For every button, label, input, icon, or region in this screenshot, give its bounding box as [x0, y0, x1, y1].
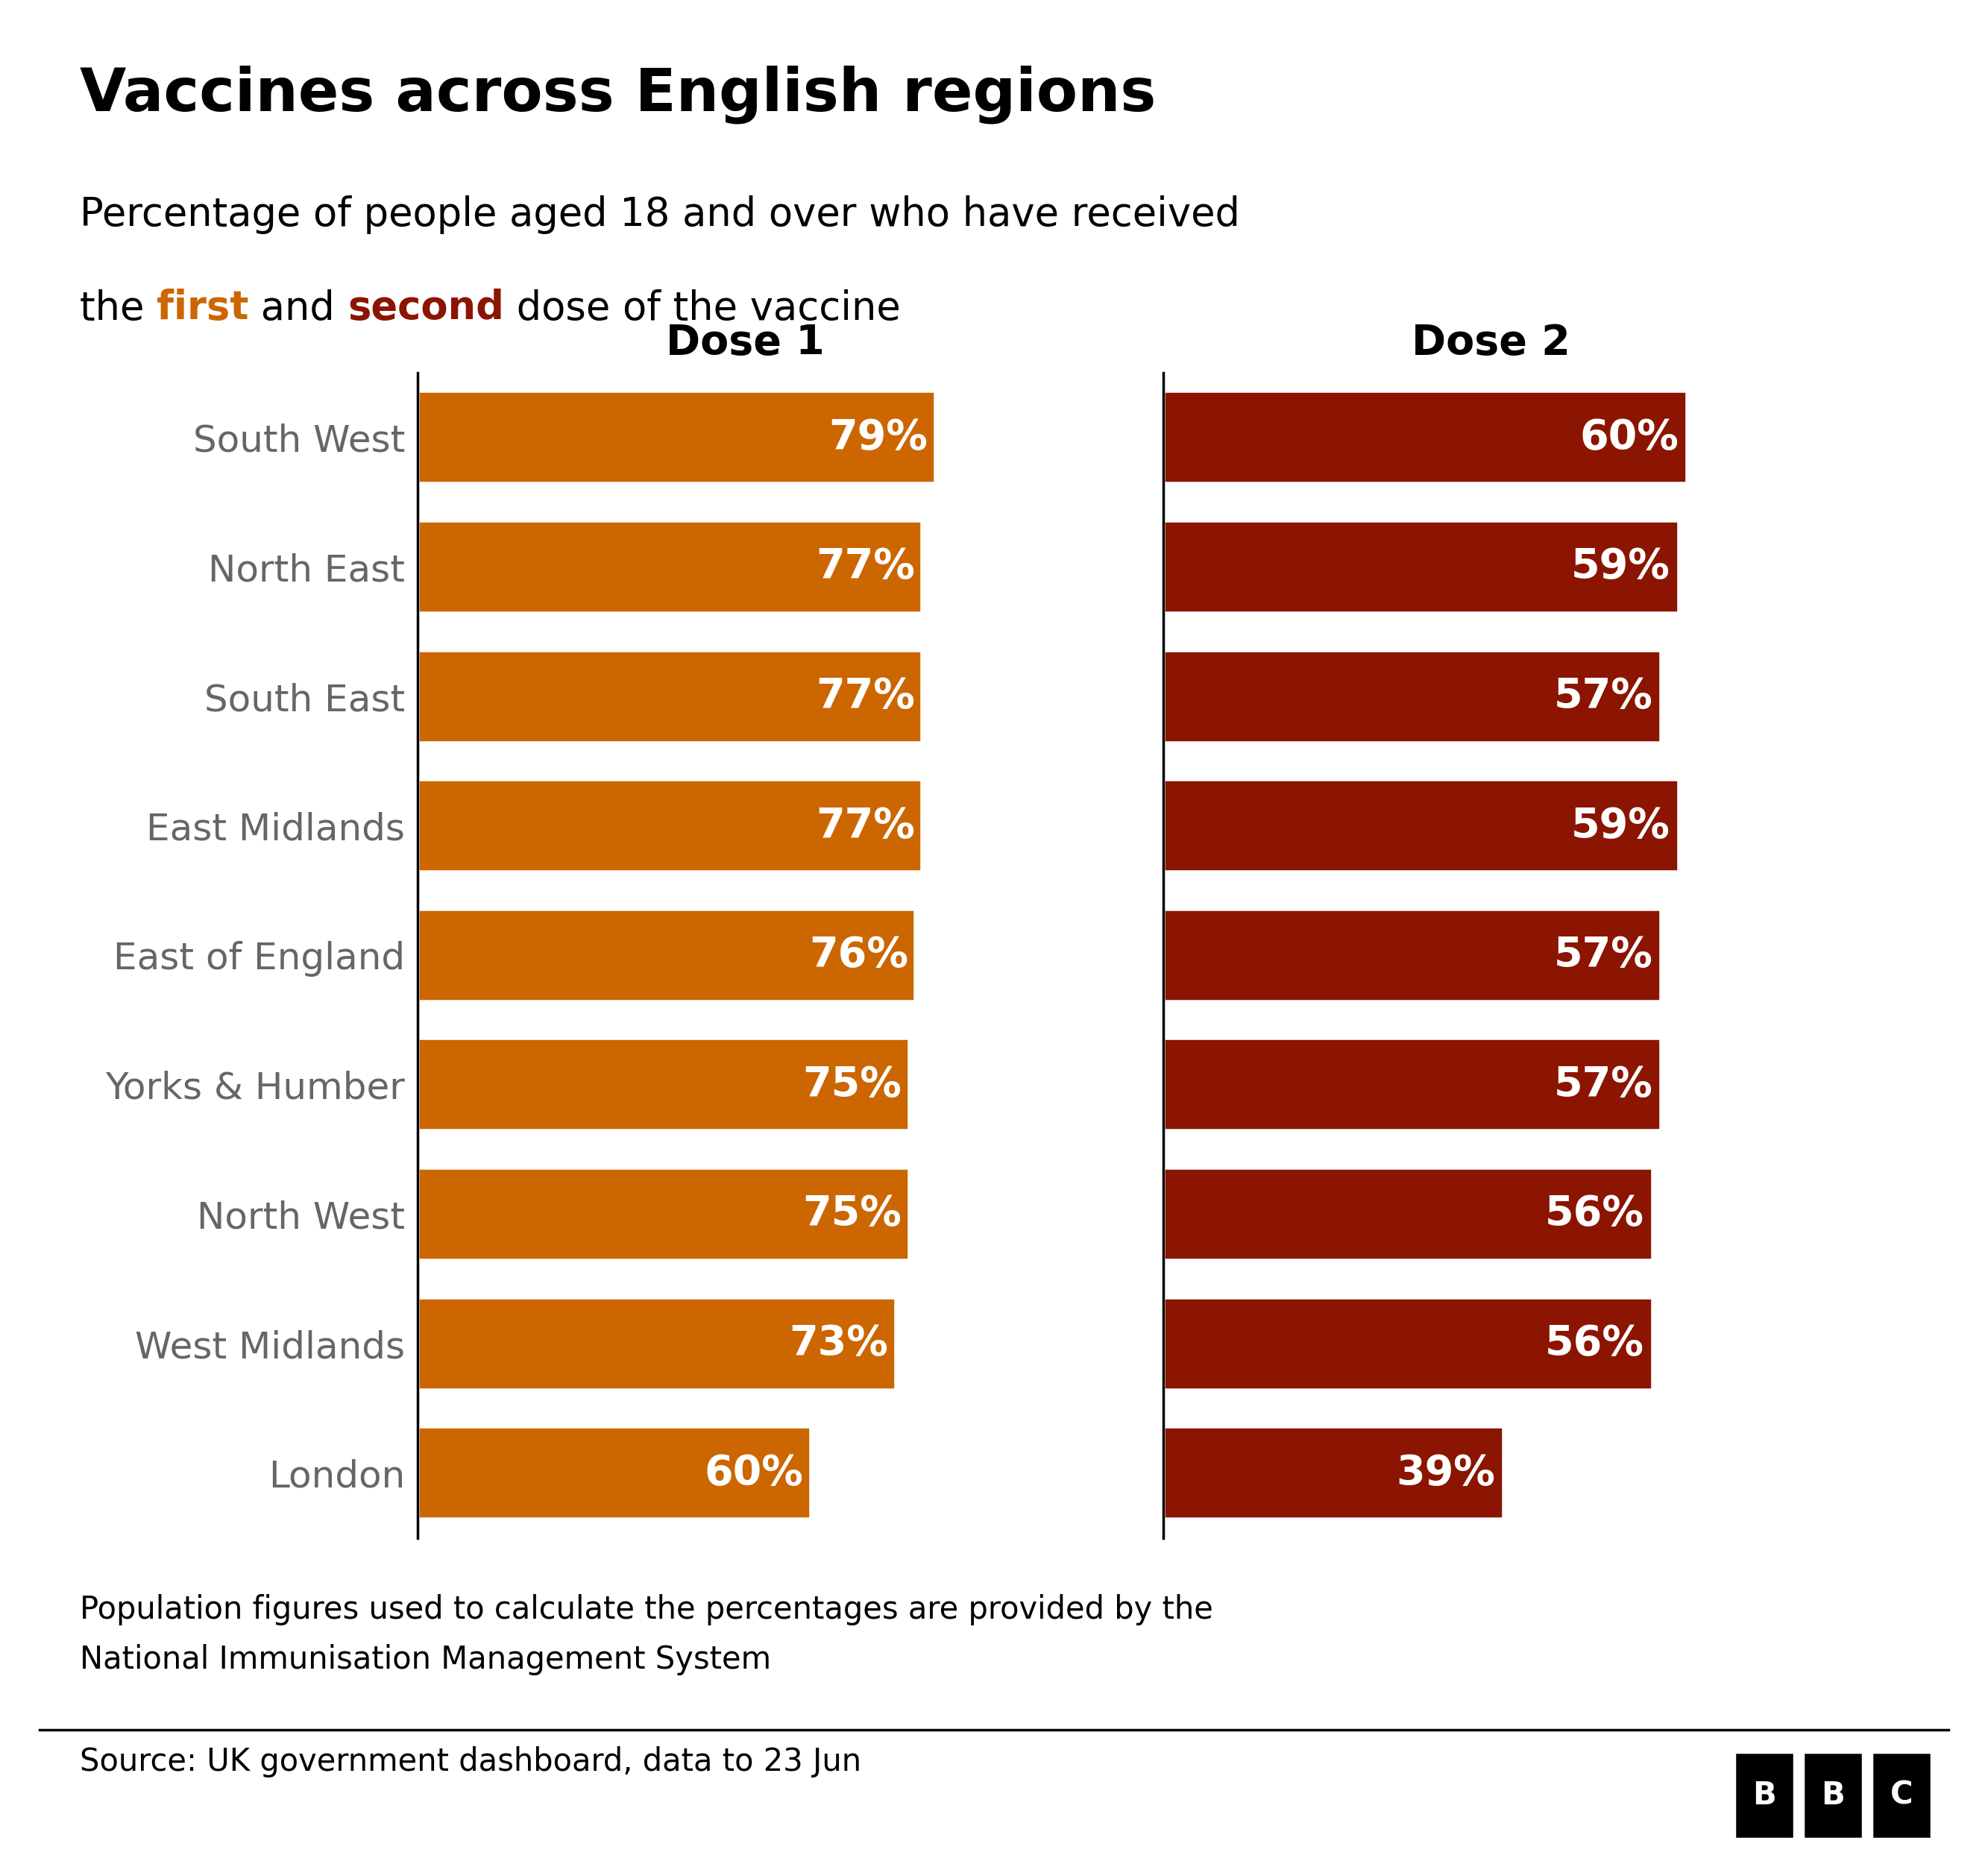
- Bar: [1163, 1426, 1505, 1519]
- Bar: [1163, 391, 1688, 485]
- Text: the: the: [80, 289, 157, 328]
- Title: Dose 2: Dose 2: [1411, 322, 1571, 363]
- Bar: [417, 1426, 811, 1519]
- Text: 75%: 75%: [803, 1064, 903, 1105]
- Text: 56%: 56%: [1545, 1195, 1644, 1234]
- FancyBboxPatch shape: [1803, 1752, 1863, 1838]
- Text: second: second: [348, 289, 503, 328]
- FancyBboxPatch shape: [1734, 1752, 1795, 1838]
- Text: 57%: 57%: [1555, 936, 1652, 975]
- Text: 57%: 57%: [1555, 1064, 1652, 1105]
- Text: Percentage of people aged 18 and over who have received: Percentage of people aged 18 and over wh…: [80, 196, 1241, 235]
- Text: 77%: 77%: [815, 677, 914, 716]
- Text: 76%: 76%: [809, 936, 909, 975]
- Text: 57%: 57%: [1555, 677, 1652, 716]
- Bar: [417, 391, 936, 485]
- Bar: [417, 908, 916, 1003]
- Bar: [417, 779, 922, 872]
- FancyBboxPatch shape: [1871, 1752, 1932, 1838]
- Bar: [1163, 779, 1680, 872]
- Bar: [1163, 908, 1662, 1003]
- Bar: [417, 1038, 911, 1131]
- Text: 59%: 59%: [1571, 546, 1670, 587]
- Text: Population figures used to calculate the percentages are provided by the: Population figures used to calculate the…: [80, 1594, 1213, 1625]
- Bar: [1163, 651, 1662, 744]
- Bar: [1163, 1038, 1662, 1131]
- Text: 77%: 77%: [815, 546, 914, 587]
- Bar: [417, 520, 922, 613]
- Bar: [1163, 1297, 1652, 1391]
- Title: Dose 1: Dose 1: [666, 322, 825, 363]
- Text: 79%: 79%: [829, 418, 928, 459]
- Text: first: first: [157, 289, 248, 328]
- Text: 77%: 77%: [815, 805, 914, 846]
- Text: 73%: 73%: [789, 1323, 889, 1364]
- Text: 39%: 39%: [1396, 1452, 1495, 1493]
- Text: B: B: [1821, 1780, 1845, 1810]
- Text: and: and: [248, 289, 348, 328]
- Text: 56%: 56%: [1545, 1323, 1644, 1364]
- Bar: [417, 1297, 897, 1391]
- Text: 75%: 75%: [803, 1195, 903, 1234]
- Bar: [417, 651, 922, 744]
- Text: 59%: 59%: [1571, 805, 1670, 846]
- Text: B: B: [1751, 1780, 1775, 1810]
- Bar: [1163, 520, 1680, 613]
- Text: National Immunisation Management System: National Immunisation Management System: [80, 1644, 771, 1676]
- Text: Source: UK government dashboard, data to 23 Jun: Source: UK government dashboard, data to…: [80, 1747, 861, 1778]
- Bar: [417, 1167, 911, 1260]
- Text: 60%: 60%: [1580, 418, 1680, 459]
- Text: C: C: [1891, 1780, 1912, 1810]
- Bar: [1163, 1167, 1652, 1260]
- Text: dose of the vaccine: dose of the vaccine: [503, 289, 901, 328]
- Text: 60%: 60%: [704, 1452, 803, 1493]
- Text: Vaccines across English regions: Vaccines across English regions: [80, 65, 1155, 123]
